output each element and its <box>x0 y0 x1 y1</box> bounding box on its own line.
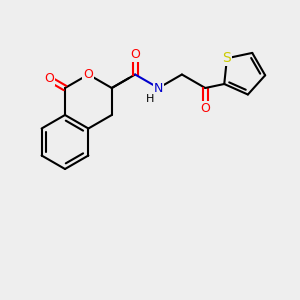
Text: H: H <box>146 94 155 104</box>
Text: O: O <box>200 101 210 115</box>
Text: N: N <box>154 82 163 94</box>
Text: O: O <box>130 48 140 61</box>
Text: O: O <box>44 73 54 85</box>
Text: S: S <box>223 51 231 65</box>
Text: O: O <box>83 68 93 81</box>
